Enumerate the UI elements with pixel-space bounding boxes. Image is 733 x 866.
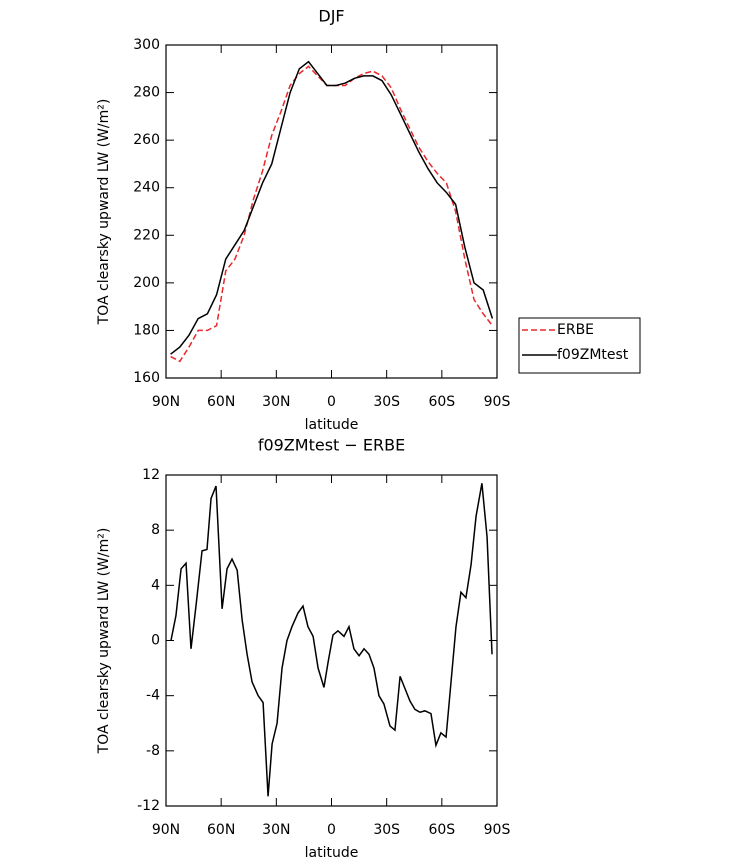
y-axis-label: TOA clearsky upward LW (W/m²) (96, 99, 112, 326)
x-tick-label: 90N (152, 822, 180, 838)
y-tick-label: 220 (133, 227, 160, 243)
data-line (170, 65, 493, 363)
y-axis-label: TOA clearsky upward LW (W/m²) (96, 528, 112, 755)
x-axis-label: latitude (305, 417, 359, 433)
y-tick-label: 240 (133, 180, 160, 196)
x-tick-label: 90N (152, 394, 180, 410)
x-tick-label: 60N (207, 822, 235, 838)
x-tick-label: 30N (262, 394, 290, 410)
x-tick-label: 90S (484, 822, 511, 838)
y-tick-label: 200 (133, 275, 160, 291)
y-tick-label: 260 (133, 132, 160, 148)
y-tick-label: -8 (146, 743, 160, 759)
y-tick-label: -4 (146, 688, 160, 704)
chart-panel: DJF 160 180 200 220 240 260 280 300 90N 60N 30N 0 30S… (96, 7, 641, 433)
x-tick-label: 30S (373, 394, 400, 410)
x-axis-label: latitude (305, 845, 359, 861)
x-tick-label: 90S (484, 394, 511, 410)
legend: ERBE f09ZMtest (518, 317, 641, 374)
x-tick-label: 60N (207, 394, 235, 410)
legend-box (518, 317, 641, 374)
y-tick-label: 300 (133, 37, 160, 53)
data-line (170, 483, 493, 797)
y-tick-label: 280 (133, 85, 160, 101)
y-tick-label: 0 (151, 633, 160, 649)
y-tick-label: 12 (142, 467, 160, 483)
y-tick-label: 4 (151, 577, 160, 593)
legend-label: ERBE (557, 322, 594, 338)
legend-label: f09ZMtest (557, 347, 629, 363)
x-tick-label: 30S (373, 822, 400, 838)
x-tick-label: 0 (327, 822, 336, 838)
chart-title: DJF (318, 7, 344, 26)
chart-panel: f09ZMtest − ERBE -12 -8 -4 0 4 8 12 90N 60N 30N 0 30… (96, 436, 510, 862)
y-tick-label: -12 (137, 798, 160, 814)
x-tick-label: 60S (428, 394, 455, 410)
plot-frame (165, 44, 498, 379)
x-tick-label: 0 (327, 394, 336, 410)
x-tick-label: 60S (428, 822, 455, 838)
y-tick-label: 180 (133, 322, 160, 338)
y-tick-label: 8 (151, 522, 160, 538)
data-line (170, 60, 494, 355)
x-tick-label: 30N (262, 822, 290, 838)
y-tick-label: 160 (133, 370, 160, 386)
chart-title: f09ZMtest − ERBE (258, 436, 405, 455)
